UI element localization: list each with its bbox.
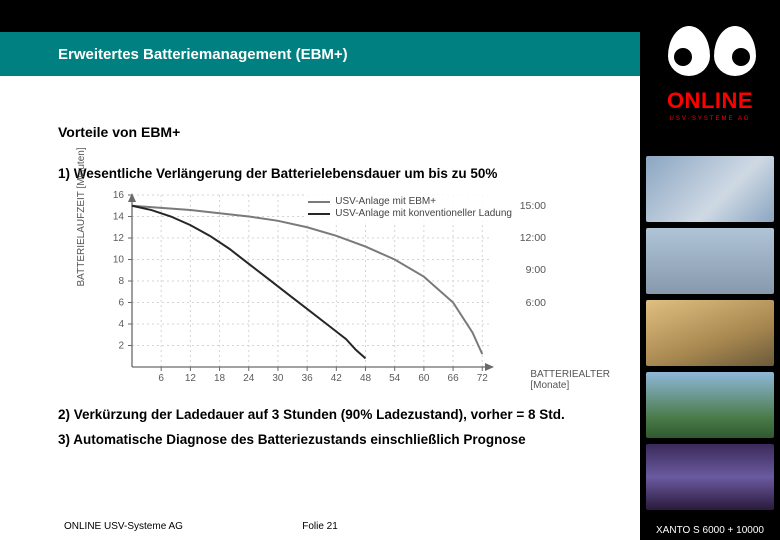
legend-swatch-icon (308, 213, 330, 215)
right-time-label: 12:00 (520, 232, 546, 244)
legend-row: USV-Anlage mit konventioneller Ladung (308, 208, 512, 219)
legend-swatch-icon (308, 201, 330, 203)
svg-text:16: 16 (113, 190, 125, 201)
slide: Erweitertes Batteriemanagement (EBM+) ON… (0, 0, 780, 540)
chart-x-label: BATTERIEALTER[Monate] (530, 369, 610, 391)
svg-text:36: 36 (302, 373, 314, 384)
svg-text:30: 30 (272, 373, 284, 384)
footer-center: Folie 21 (302, 521, 338, 532)
bullet-2: 2) Verkürzung der Ladedauer auf 3 Stunde… (58, 407, 616, 422)
svg-text:60: 60 (418, 373, 430, 384)
chart-x-label-text: BATTERIEALTER[Monate] (530, 369, 610, 391)
svg-text:72: 72 (477, 373, 489, 384)
svg-text:48: 48 (360, 373, 372, 384)
bullet-1: 1) Wesentliche Verlängerung der Batterie… (58, 166, 616, 181)
footer-left: ONLINE USV-Systeme AG (64, 521, 183, 532)
svg-text:4: 4 (118, 319, 124, 330)
thumbnail (646, 300, 774, 366)
sub-heading: Vorteile von EBM+ (58, 124, 616, 140)
footer-right: XANTO S 6000 + 10000 (646, 525, 774, 536)
thumbnail (646, 372, 774, 438)
eye-right-icon (714, 26, 756, 76)
bullet-3: 3) Automatische Diagnose des Batteriezus… (58, 432, 616, 447)
svg-text:14: 14 (113, 212, 125, 223)
eyes-logo-icon (652, 26, 772, 82)
battery-life-chart: BATTERIELAUFZEIT [Minuten] 6121824303642… (82, 187, 602, 397)
eye-left-icon (668, 26, 710, 76)
svg-text:12: 12 (113, 233, 125, 244)
svg-text:6: 6 (118, 298, 124, 309)
footer: ONLINE USV-Systeme AG Folie 21 (0, 516, 640, 540)
right-column: ONLINE USV·SYSTEME AG XANTO S 6000 + 100… (640, 0, 780, 540)
svg-text:12: 12 (185, 373, 197, 384)
right-time-label: 15:00 (520, 200, 546, 212)
chart-legend: USV-Anlage mit EBM+USV-Anlage mit konven… (304, 193, 516, 222)
right-time-label: 9:00 (526, 264, 546, 276)
brand-sub: USV·SYSTEME AG (648, 116, 772, 122)
slide-title: Erweitertes Batteriemanagement (EBM+) (58, 46, 348, 63)
brand-logo: ONLINE USV·SYSTEME AG (648, 88, 772, 122)
svg-text:2: 2 (118, 341, 124, 352)
svg-text:10: 10 (113, 255, 125, 266)
thumbnail (646, 444, 774, 510)
svg-text:6: 6 (158, 373, 164, 384)
svg-text:54: 54 (389, 373, 401, 384)
thumbnail (646, 156, 774, 222)
content-area: Vorteile von EBM+ 1) Wesentliche Verläng… (0, 78, 640, 518)
svg-text:18: 18 (214, 373, 226, 384)
legend-label: USV-Anlage mit konventioneller Ladung (335, 208, 512, 219)
legend-row: USV-Anlage mit EBM+ (308, 196, 512, 207)
svg-text:42: 42 (331, 373, 343, 384)
svg-text:24: 24 (243, 373, 255, 384)
title-bar: Erweitertes Batteriemanagement (EBM+) (0, 32, 640, 76)
thumbnail (646, 228, 774, 294)
svg-text:66: 66 (448, 373, 460, 384)
legend-label: USV-Anlage mit EBM+ (335, 196, 436, 207)
svg-text:8: 8 (118, 276, 124, 287)
right-time-label: 6:00 (526, 297, 546, 309)
brand-word: ONLINE (648, 88, 772, 114)
